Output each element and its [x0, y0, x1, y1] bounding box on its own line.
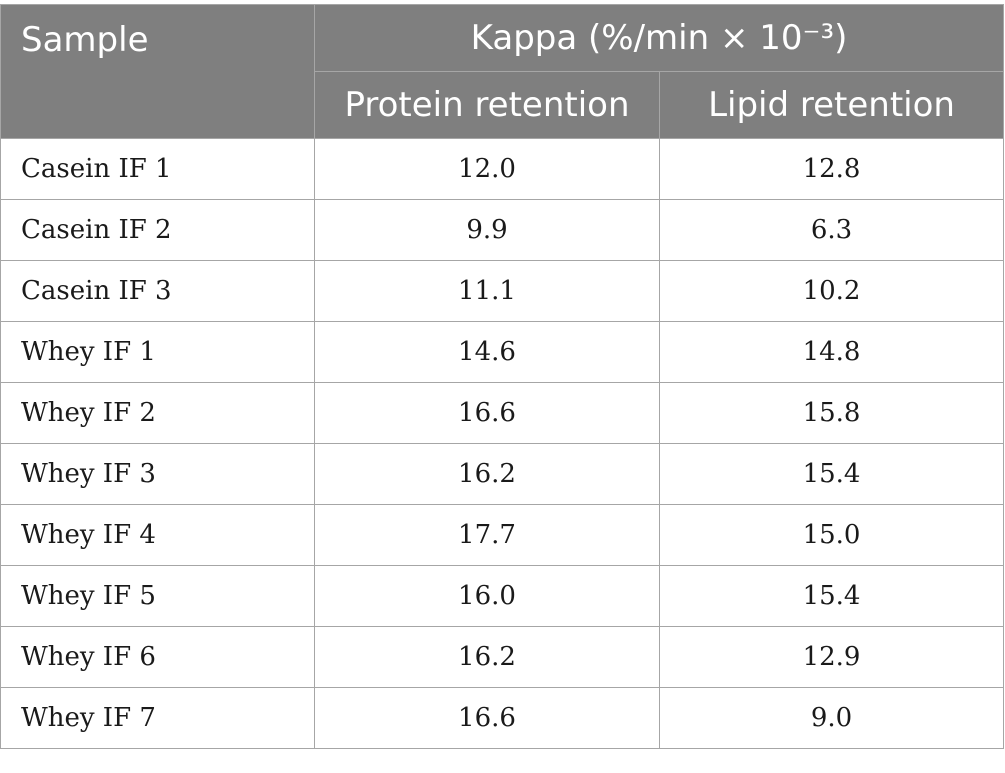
sample-cell: Whey IF 2	[0, 382, 315, 444]
sample-cell: Casein IF 3	[0, 260, 315, 322]
kappa-table: Sample Kappa (%/min × 10⁻³) Protein rete…	[0, 4, 1005, 749]
header-row-1: Sample Kappa (%/min × 10⁻³)	[0, 4, 1005, 139]
protein-retention-header: Protein retention	[314, 71, 660, 139]
lipid-value-cell: 12.8	[658, 138, 1005, 200]
protein-value-cell: 16.2	[314, 443, 660, 505]
protein-value-cell: 16.2	[314, 626, 660, 688]
lipid-value-cell: 10.2	[658, 260, 1005, 322]
sample-cell: Whey IF 4	[0, 504, 315, 566]
protein-value-cell: 16.6	[314, 687, 660, 749]
sample-cell: Whey IF 5	[0, 565, 315, 627]
protein-value-cell: 14.6	[314, 321, 660, 383]
sample-cell: Whey IF 1	[0, 321, 315, 383]
protein-value-cell: 16.0	[314, 565, 660, 627]
kappa-table-container: Sample Kappa (%/min × 10⁻³) Protein rete…	[0, 4, 1005, 749]
lipid-value-cell: 15.4	[658, 565, 1005, 627]
kappa-group-header: Kappa (%/min × 10⁻³)	[313, 4, 1005, 72]
table-row: Whey IF 2 16.6 15.8	[0, 382, 1005, 444]
table-row: Casein IF 2 9.9 6.3	[0, 199, 1005, 261]
protein-value-cell: 16.6	[314, 382, 660, 444]
sample-cell: Whey IF 7	[0, 687, 315, 749]
table-row: Whey IF 3 16.2 15.4	[0, 443, 1005, 505]
sample-cell: Whey IF 6	[0, 626, 315, 688]
lipid-value-cell: 9.0	[658, 687, 1005, 749]
table-row: Whey IF 1 14.6 14.8	[0, 321, 1005, 383]
protein-value-cell: 11.1	[314, 260, 660, 322]
lipid-value-cell: 15.0	[658, 504, 1005, 566]
sample-cell: Casein IF 2	[0, 199, 315, 261]
table-header: Sample Kappa (%/min × 10⁻³) Protein rete…	[0, 4, 1005, 139]
sample-column-header: Sample	[0, 4, 315, 139]
table-row: Whey IF 5 16.0 15.4	[0, 565, 1005, 627]
lipid-value-cell: 6.3	[658, 199, 1005, 261]
table-row: Whey IF 7 16.6 9.0	[0, 687, 1005, 749]
header-row-2: Protein retention Lipid retention	[1, 71, 1005, 139]
table-row: Casein IF 1 12.0 12.8	[0, 138, 1005, 200]
protein-value-cell: 9.9	[314, 199, 660, 261]
lipid-value-cell: 14.8	[658, 321, 1005, 383]
protein-value-cell: 12.0	[314, 138, 660, 200]
lipid-retention-header: Lipid retention	[658, 71, 1005, 139]
lipid-value-cell: 15.4	[658, 443, 1005, 505]
protein-value-cell: 17.7	[314, 504, 660, 566]
table-row: Casein IF 3 11.1 10.2	[0, 260, 1005, 322]
lipid-value-cell: 15.8	[658, 382, 1005, 444]
table-body: Casein IF 1 12.0 12.8 Casein IF 2 9.9 6.…	[0, 138, 1005, 749]
sample-cell: Casein IF 1	[0, 138, 315, 200]
table-row: Whey IF 6 16.2 12.9	[0, 626, 1005, 688]
lipid-value-cell: 12.9	[658, 626, 1005, 688]
sample-cell: Whey IF 3	[0, 443, 315, 505]
table-row: Whey IF 4 17.7 15.0	[0, 504, 1005, 566]
